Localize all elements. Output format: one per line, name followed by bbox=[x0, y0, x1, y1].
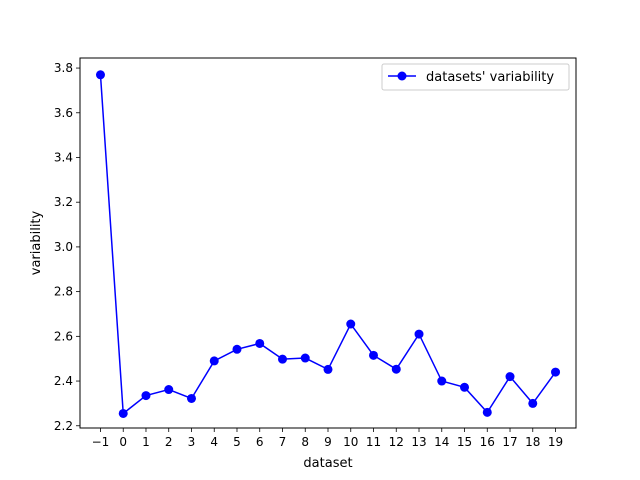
x-tick-label: 8 bbox=[301, 435, 309, 449]
data-point bbox=[255, 338, 265, 348]
data-point bbox=[528, 398, 538, 408]
x-tick-label: −1 bbox=[92, 435, 110, 449]
y-tick-label: 2.8 bbox=[54, 285, 73, 299]
y-tick-label: 2.2 bbox=[54, 419, 73, 433]
legend-box bbox=[381, 63, 570, 91]
data-point bbox=[323, 364, 333, 374]
data-point bbox=[369, 350, 378, 360]
series-layer bbox=[95, 70, 561, 418]
x-tick-label: 10 bbox=[343, 435, 358, 449]
x-tick-label: 18 bbox=[525, 435, 540, 449]
x-tick-label: 16 bbox=[480, 435, 495, 449]
data-point bbox=[141, 391, 151, 401]
x-tick-label: 15 bbox=[457, 435, 472, 449]
x-tick-label: 17 bbox=[502, 435, 517, 449]
x-tick-label: 19 bbox=[548, 435, 563, 449]
data-point bbox=[118, 408, 128, 418]
data-point bbox=[278, 354, 287, 364]
data-point bbox=[346, 319, 356, 329]
x-axis-ticks: −1 0 1 2 3 4 5 6 7 8 9 10 11 12 13 14 15 16 17 18 19 bbox=[92, 428, 563, 449]
data-point bbox=[95, 70, 105, 80]
data-point bbox=[414, 329, 424, 339]
data-point bbox=[232, 344, 242, 354]
data-point bbox=[391, 364, 401, 374]
legend-label: datasets' variability bbox=[426, 70, 554, 85]
legend-marker-swatch bbox=[397, 71, 407, 81]
data-point bbox=[300, 353, 310, 363]
y-tick-label: 3.0 bbox=[54, 240, 73, 254]
legend: datasets' variability bbox=[381, 63, 570, 91]
data-point bbox=[460, 382, 470, 392]
y-tick-label: 3.8 bbox=[54, 61, 73, 75]
y-tick-label: 3.4 bbox=[54, 150, 73, 164]
x-tick-label: 12 bbox=[389, 435, 404, 449]
data-point bbox=[482, 407, 492, 417]
y-axis-label: variability bbox=[29, 210, 44, 275]
data-point bbox=[186, 393, 196, 403]
x-tick-label: 2 bbox=[165, 435, 173, 449]
y-tick-label: 3.2 bbox=[54, 195, 73, 209]
x-tick-label: 14 bbox=[434, 435, 449, 449]
x-tick-label: 11 bbox=[366, 435, 381, 449]
x-tick-label: 6 bbox=[256, 435, 264, 449]
x-tick-label: 5 bbox=[233, 435, 241, 449]
data-point bbox=[505, 372, 515, 382]
data-point bbox=[551, 367, 561, 377]
data-point bbox=[164, 385, 174, 395]
x-tick-label: 4 bbox=[210, 435, 218, 449]
x-tick-label: 3 bbox=[188, 435, 196, 449]
x-tick-label: 9 bbox=[324, 435, 332, 449]
data-point bbox=[209, 356, 219, 366]
x-axis-label: dataset bbox=[303, 456, 352, 471]
y-tick-label: 3.6 bbox=[54, 106, 73, 120]
x-tick-label: 0 bbox=[119, 435, 127, 449]
data-point bbox=[437, 376, 447, 386]
y-axis-ticks: 2.2 2.4 2.6 2.8 3.0 3.2 3.4 3.6 3.8 bbox=[54, 61, 80, 433]
x-tick-label: 7 bbox=[279, 435, 287, 449]
x-tick-label: 13 bbox=[411, 435, 426, 449]
y-tick-label: 2.6 bbox=[54, 329, 73, 343]
x-tick-label: 1 bbox=[142, 435, 150, 449]
y-tick-label: 2.4 bbox=[54, 374, 73, 388]
